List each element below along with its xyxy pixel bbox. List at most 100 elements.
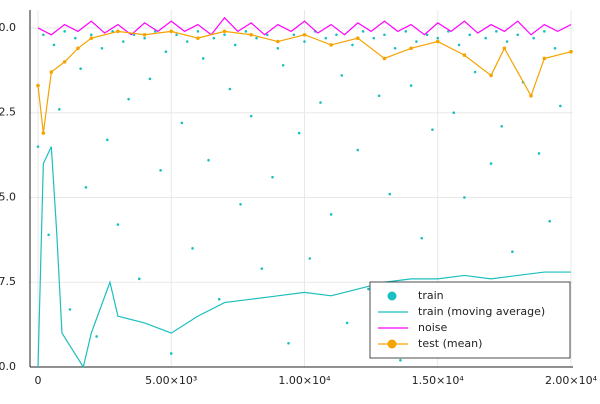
train-point (356, 148, 360, 152)
train-point (74, 36, 77, 40)
train-point (36, 145, 40, 148)
train-point (393, 47, 397, 50)
test-point (36, 83, 40, 88)
train-point (196, 30, 200, 33)
train-point (100, 47, 104, 50)
train-point (292, 33, 296, 37)
train-point (255, 36, 258, 40)
train-point (79, 67, 82, 70)
train-point (463, 196, 466, 199)
train-point (47, 233, 50, 237)
series-line (37, 16, 572, 36)
train-point (185, 40, 189, 43)
test-point (542, 56, 547, 61)
train-point (383, 33, 386, 37)
test-point (249, 32, 253, 37)
test-point (49, 70, 54, 74)
train-point (287, 341, 290, 345)
train-point (105, 138, 109, 142)
test-point (62, 60, 67, 64)
train-point (308, 257, 312, 260)
train-point (388, 192, 392, 196)
train-point (260, 267, 264, 270)
train-point (207, 158, 210, 162)
train-point (415, 40, 418, 43)
train-point (303, 40, 306, 43)
train-point (95, 335, 98, 338)
test-point (409, 46, 413, 51)
train-point (436, 36, 440, 40)
train-point (399, 358, 402, 362)
legend-label: train (moving average) (418, 305, 545, 318)
train-point (143, 36, 146, 40)
train-point (495, 30, 498, 33)
train-point (351, 43, 354, 47)
train-point (543, 30, 546, 33)
train-point (276, 47, 280, 50)
train-point (345, 321, 349, 325)
train-point (489, 162, 493, 165)
test-point (382, 56, 387, 61)
train-point (367, 287, 370, 291)
legend-marker (387, 339, 397, 349)
test-point (529, 93, 533, 98)
train-point (511, 250, 514, 254)
y-tick-label: 0.0 (0, 21, 16, 34)
train-point (159, 169, 162, 172)
train-point (319, 101, 322, 104)
train-point (249, 114, 253, 118)
train-point (191, 247, 194, 250)
train-point (121, 40, 125, 43)
train-point (42, 33, 45, 37)
train-point (137, 277, 141, 281)
train-point (68, 308, 72, 311)
train-point (52, 43, 56, 47)
test-point (489, 73, 493, 78)
train-point (324, 36, 328, 40)
train-point (175, 33, 178, 37)
test-point (76, 46, 80, 51)
x-tick-label: 2.00×10⁴ (545, 374, 598, 387)
y-tick-label: -5.0 (0, 190, 16, 203)
train-point (180, 121, 184, 125)
test-point (222, 29, 227, 34)
train-point (473, 70, 477, 74)
train-point (244, 30, 248, 33)
train-point (58, 108, 61, 111)
train-point (201, 57, 205, 60)
train-point (505, 40, 509, 43)
train-point (500, 124, 504, 128)
train-point (271, 175, 274, 179)
train-point (425, 33, 429, 37)
train-point (164, 50, 168, 54)
train-point (63, 30, 66, 33)
train-point (409, 84, 413, 87)
test-point (569, 49, 573, 54)
train-point (553, 47, 557, 50)
series-line (37, 146, 572, 369)
train-point (361, 30, 365, 33)
train-point (281, 63, 285, 67)
train-point (548, 219, 551, 223)
train-point (89, 33, 93, 37)
train-point (484, 36, 488, 40)
test-point (435, 39, 440, 44)
train-point (372, 36, 376, 40)
train-point (116, 223, 120, 226)
y-tick-label: -2.5 (0, 106, 16, 119)
test-point (276, 39, 280, 44)
y-tick-label: -10.0 (0, 360, 16, 373)
train-point (468, 33, 472, 37)
train-point (169, 352, 173, 355)
train-point (127, 97, 130, 101)
test-point (462, 53, 467, 57)
train-point (132, 33, 136, 37)
train-point (457, 43, 461, 47)
x-tick-label: 5.00×10³ (145, 374, 197, 387)
train-point (335, 33, 338, 37)
legend-box (369, 281, 571, 359)
train-point (404, 30, 408, 33)
test-point (196, 36, 200, 40)
test-point (41, 131, 46, 135)
